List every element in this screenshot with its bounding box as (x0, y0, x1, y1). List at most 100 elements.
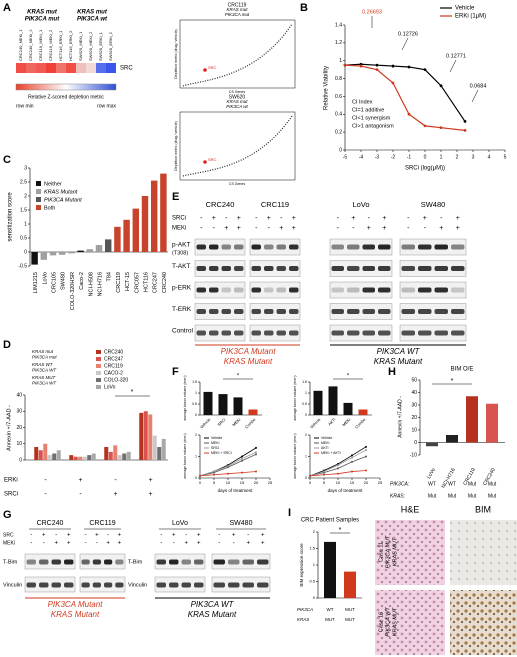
bar (324, 541, 336, 598)
blot-band (451, 309, 465, 314)
blot-band (362, 287, 375, 293)
x-tick-label: HCT116 (143, 272, 149, 292)
blot-band (209, 287, 219, 293)
y-tick-label: 1.5 (192, 380, 197, 384)
genotype-value: MUT (345, 617, 355, 622)
x-tick-label: 3 (472, 154, 475, 160)
bar (141, 196, 149, 252)
colorbar-end: row min (16, 103, 34, 109)
treatment-sign: - (407, 225, 410, 232)
legend-swatch (96, 364, 101, 368)
y-tick-label: 0 (305, 413, 307, 417)
scatter-frame (179, 111, 296, 181)
point (241, 459, 243, 462)
genotype-value: WT (448, 481, 456, 487)
bar (126, 451, 131, 460)
point (255, 453, 257, 456)
y-tick-label: 0.4 (335, 112, 342, 118)
treatment-sign: + (106, 541, 110, 547)
point (309, 474, 311, 477)
panel-label: A (3, 2, 11, 14)
y-tick-label: 1 (195, 391, 197, 395)
case-label: KRAS MUT (392, 607, 398, 636)
bar (47, 455, 52, 460)
y-tick-label: 0.2 (335, 129, 342, 135)
legend-label: MEKi (321, 441, 330, 445)
treatment-label: ERKi (4, 478, 18, 484)
genotype-value: Mut (488, 493, 497, 499)
image-header: H&E (401, 504, 420, 514)
bar (38, 450, 43, 460)
treatment-sign: + (148, 491, 152, 498)
bar (117, 455, 122, 460)
blot-band (434, 266, 448, 271)
blot-band (26, 559, 36, 565)
axis-label: average tumor volume (mm³) (293, 375, 297, 420)
blot-band (257, 582, 269, 588)
treatment-sign: - (268, 225, 271, 232)
column-label: SW620_ERKi_2 (108, 31, 113, 61)
y-tick-label: 0.6 (335, 94, 342, 100)
treatment-label: MEKi (172, 226, 186, 232)
x-tick-label: CRC057 (134, 272, 140, 293)
x-tick-label: CRC247 (153, 272, 159, 293)
blot-band (221, 266, 231, 271)
treatment-sign: + (423, 215, 427, 222)
treatment-sign: - (43, 541, 45, 547)
point (351, 470, 353, 473)
group-header: KRAS mut (32, 349, 54, 354)
blot-band (196, 244, 206, 250)
panel-label: E (172, 191, 179, 203)
blot-band (92, 559, 101, 565)
case-label: Case 11 (378, 542, 384, 562)
x-tick-label: LIM1215 (33, 272, 39, 293)
point (241, 455, 243, 458)
heatmap-cell (56, 63, 66, 73)
treatment-sign: + (118, 533, 122, 539)
blot-box (329, 238, 393, 256)
bar (343, 402, 353, 415)
y-tick-label: 2 (24, 193, 27, 199)
scatter-subtitle: KRAS mut (226, 7, 248, 12)
bar (160, 173, 167, 252)
panel-label: G (3, 509, 12, 521)
point (337, 472, 339, 475)
blot-band (51, 582, 61, 588)
point (213, 470, 215, 473)
y-tick-label: 50 (411, 377, 417, 383)
treatment-sign: + (382, 215, 386, 222)
annotation-arrow (401, 37, 409, 51)
genotype-value: MUT (345, 607, 355, 612)
panel-label: H (388, 366, 396, 378)
y-tick-label: 10 (411, 427, 417, 433)
y-tick-label: 1 (313, 562, 316, 567)
bar (233, 397, 243, 415)
bar (86, 249, 94, 252)
treatment-sign: - (160, 533, 162, 539)
point (407, 65, 411, 69)
cell-line: CRC119 (89, 520, 115, 527)
x-tick-label: MEKi (231, 417, 241, 427)
legend-label: Both (44, 205, 55, 211)
heatmap-cell (66, 63, 76, 73)
cell-line: CRC240 (37, 520, 64, 527)
bar (328, 386, 338, 415)
genotype-value: MUT (325, 617, 335, 622)
genotype-value: Mut (448, 493, 457, 499)
blot-band (169, 559, 179, 565)
axis-label: Depletion metric (drug / vehicle) (174, 29, 178, 78)
blot-band (251, 309, 261, 314)
blot-band (276, 244, 286, 250)
treatment-sign: - (337, 215, 340, 222)
annotation: 0.12771 (446, 53, 466, 59)
blot-band (92, 582, 101, 588)
y-tick-label: 40 (411, 390, 417, 396)
footer: PIK3CA WT (377, 347, 421, 356)
legend-label: SRCi (211, 446, 219, 450)
blot-band (196, 330, 206, 336)
blot-band (228, 559, 240, 565)
y-tick-label: 1.5 (309, 546, 315, 551)
treatment-label: SRC (3, 532, 14, 538)
column-label: SW620_ERKi_1 (98, 31, 103, 61)
blot-band (347, 309, 360, 314)
